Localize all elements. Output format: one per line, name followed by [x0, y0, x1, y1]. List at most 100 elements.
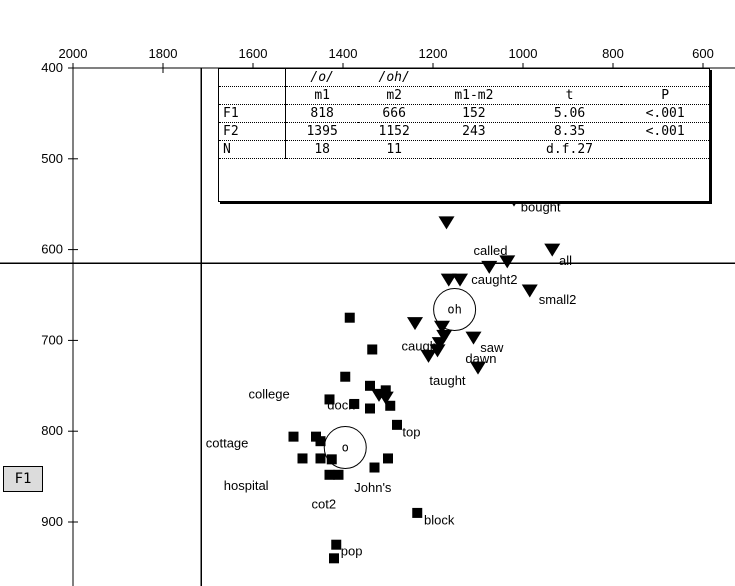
stats-cell: 1395 [285, 122, 359, 141]
data-point-square [369, 462, 380, 473]
data-point-square [392, 419, 402, 430]
stats-cell: t [517, 86, 622, 105]
y-tick-label: 600 [41, 242, 63, 257]
point-label: hospital [224, 478, 269, 493]
data-point-square [333, 469, 344, 480]
stats-cell [219, 69, 286, 87]
stats-cell [430, 69, 518, 87]
stats-cell: 1152 [358, 122, 431, 141]
mean-label-oh: oh [447, 303, 461, 317]
stats-cell: m1-m2 [430, 86, 518, 105]
x-tick-label: 1200 [419, 46, 448, 61]
stats-cell [621, 140, 709, 159]
data-point-triangle [438, 216, 455, 230]
stats-header-row: m1 m2 m1-m2 t P [219, 86, 709, 105]
point-label: John's [354, 480, 392, 495]
data-point-square [288, 431, 299, 442]
point-label: dawn [465, 351, 496, 366]
data-point-triangle [465, 331, 482, 345]
data-point-triangle [440, 273, 457, 287]
statistics-table: /o//oh/m1 m2 m1-m2 t P F1 818 666 152 5.06 <.001 F2… [218, 68, 710, 202]
stats-cell: F2 [219, 122, 286, 141]
point-label: caught [402, 338, 441, 353]
point-label: pop [341, 544, 363, 559]
data-point-square [297, 453, 308, 464]
x-tick-label: 1600 [239, 46, 268, 61]
stats-cell: 11 [358, 140, 431, 159]
data-point-square [349, 398, 360, 409]
point-label: called [474, 243, 508, 258]
data-point-triangle [499, 255, 516, 269]
point-label: small2 [539, 292, 577, 307]
point-label: bought [521, 199, 561, 214]
y-tick-label: 700 [41, 332, 63, 347]
mean-circle-oh [433, 288, 477, 332]
data-point-triangle [481, 260, 498, 274]
data-point-square [315, 436, 326, 447]
stats-cell: P [621, 86, 709, 105]
stats-cell: m1 [285, 86, 359, 105]
point-label: block [424, 513, 455, 528]
data-point-square [385, 400, 396, 411]
data-point-triangle [544, 243, 561, 257]
data-point-square [365, 380, 375, 391]
stats-cell [517, 69, 622, 87]
stats-row: F1 818 666 152 5.06 <.001 [219, 104, 709, 123]
stats-group-row: /o//oh/ [219, 69, 709, 87]
stats-cell: /oh/ [358, 69, 431, 87]
x-tick-label: 1400 [329, 46, 358, 61]
stats-cell: m2 [358, 86, 431, 105]
data-point-square [326, 454, 337, 465]
data-point-square [324, 394, 335, 405]
point-labels: bought called all caught2 small2 caught sawdaw… [206, 199, 577, 558]
data-point-triangle [407, 317, 423, 331]
stats-cell: <.001 [621, 104, 709, 123]
stats-cell: <.001 [621, 122, 709, 141]
point-label: college [249, 387, 290, 402]
point-label: dock [327, 397, 355, 412]
data-point-square [365, 403, 375, 414]
x-tick-label: 1000 [509, 46, 538, 61]
x-tick-label: 1800 [149, 46, 178, 61]
stats-cell: 152 [430, 104, 518, 123]
stats-cell: N [219, 140, 286, 159]
stats-cell: 243 [430, 122, 518, 141]
stats-cell [430, 140, 518, 159]
data-point-square [340, 371, 351, 382]
stats-cell: /o/ [285, 69, 359, 87]
y-tick-label: 500 [41, 151, 63, 166]
stats-cell: 18 [285, 140, 359, 159]
data-point-square [412, 507, 423, 518]
data-point-triangle [436, 329, 453, 343]
data-point-square [383, 453, 393, 464]
data-point-triangle [420, 349, 437, 363]
stats-cell [219, 86, 286, 105]
data-point-square [344, 312, 355, 323]
point-label: cottage [206, 436, 249, 451]
point-label: taught [429, 373, 466, 388]
point-label: caught2 [471, 272, 517, 287]
data-marks: oh o [288, 193, 561, 564]
stats-cell: 5.06 [517, 104, 622, 123]
data-point-triangle [452, 273, 468, 287]
data-point-square [367, 344, 378, 355]
axes: 2000 1800 1600 1400 1200 1000 800 600 400 500 600 7… [0, 46, 735, 586]
x-tick-label: 600 [692, 46, 714, 61]
point-label: saw [480, 340, 504, 355]
stats-cell: 8.35 [517, 122, 622, 141]
stats-cell [621, 69, 709, 87]
data-point-square [331, 539, 342, 550]
point-label: cot2 [312, 496, 337, 511]
data-point-triangle [521, 284, 538, 298]
data-point-triangle [431, 337, 448, 351]
y-tick-label: 800 [41, 423, 63, 438]
data-point-triangle [470, 361, 486, 375]
point-label: top [402, 425, 420, 440]
point-label: all [559, 253, 572, 268]
data-point-triangle [429, 344, 446, 358]
stats-cell: 818 [285, 104, 359, 123]
y-tick-label: 900 [41, 514, 63, 529]
data-point-triangle [434, 320, 450, 334]
x-tick-label: 2000 [59, 46, 88, 61]
